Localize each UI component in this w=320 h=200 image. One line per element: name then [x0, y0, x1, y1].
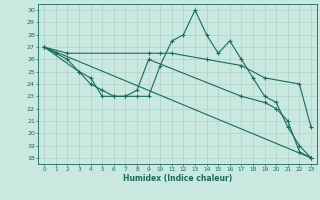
X-axis label: Humidex (Indice chaleur): Humidex (Indice chaleur) — [123, 174, 232, 183]
